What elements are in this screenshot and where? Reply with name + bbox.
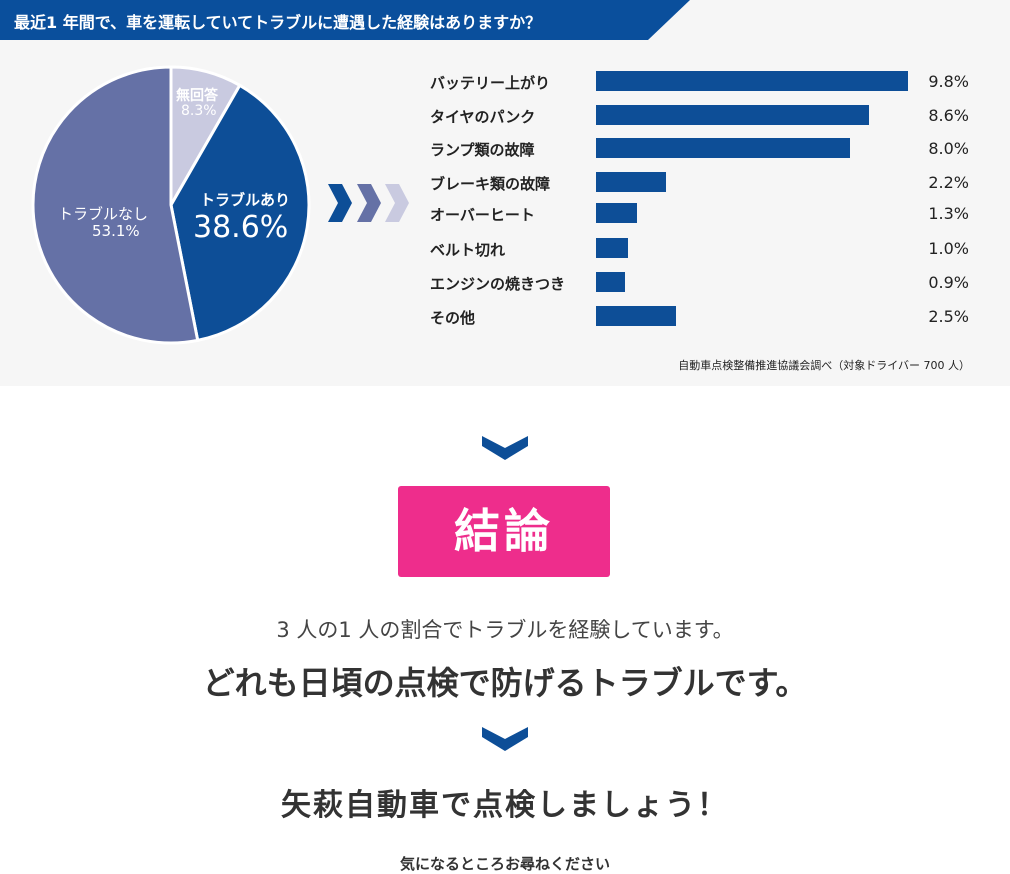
source-note: 自動車点検整備推進協議会調べ（対象ドライバー 700 人） xyxy=(678,359,970,372)
bar-value-label: 2.5% xyxy=(928,307,969,326)
bar-category-label: バッテリー上がり xyxy=(430,74,551,92)
pie-value-noanswer: 8.3% xyxy=(181,103,217,119)
pie-label-noanswer: 無回答 xyxy=(176,88,218,104)
bar-value-label: 1.3% xyxy=(928,204,969,223)
bar xyxy=(596,272,625,292)
bar-category-label: ランプ類の故障 xyxy=(430,141,535,159)
bar-category-label: エンジンの焼きつき xyxy=(430,275,566,293)
bar-category-label: オーバーヒート xyxy=(430,206,535,224)
pie-chart xyxy=(31,65,311,345)
bar-category-label: ブレーキ類の故障 xyxy=(430,175,551,193)
pie-value-trouble: 38.6% xyxy=(193,210,289,245)
chevron-down-icon xyxy=(482,727,528,751)
pie-value-none: 53.1% xyxy=(92,222,140,240)
bar xyxy=(596,306,676,326)
survey-question: 最近1 年間で、車を運転していてトラブルに遭遇した経験はありますか？ xyxy=(14,13,542,32)
bar-value-label: 8.0% xyxy=(928,139,969,158)
bar-value-label: 1.0% xyxy=(928,239,969,258)
bar xyxy=(596,238,628,258)
arrow-chevrons-icon xyxy=(328,184,409,222)
bar-value-label: 2.2% xyxy=(928,173,969,192)
title-banner: 最近1 年間で、車を運転していてトラブルに遭遇した経験はありますか？ xyxy=(0,0,690,40)
inquiry-link[interactable]: 気になるところお尋ねください xyxy=(399,855,610,873)
conclusion-badge: 結論 xyxy=(398,486,610,577)
call-to-action: 矢萩自動車で点検しましょう！ xyxy=(281,788,729,823)
conclusion-text: 3 人の1 人の割合でトラブルを経験しています。 xyxy=(276,618,734,642)
bar-value-label: 9.8% xyxy=(928,72,969,91)
bar xyxy=(596,71,908,91)
pie-slice xyxy=(169,83,311,343)
bar-value-label: 8.6% xyxy=(928,106,969,125)
pie-label-none: トラブルなし xyxy=(58,205,149,223)
bar-category-label: ベルト切れ xyxy=(430,241,506,259)
bar-category-label: タイヤのパンク xyxy=(430,108,536,126)
pie-label-trouble: トラブルあり xyxy=(200,191,291,209)
bar xyxy=(596,203,638,223)
bar-category-label: その他 xyxy=(430,309,476,327)
chevron-down-icon xyxy=(482,436,528,460)
pie-slice xyxy=(31,65,200,345)
bar xyxy=(596,105,870,125)
bar-value-label: 0.9% xyxy=(928,273,969,292)
conclusion-headline: どれも日頃の点検で防げるトラブルです。 xyxy=(202,664,808,702)
bar xyxy=(596,138,851,158)
bar xyxy=(596,172,666,192)
